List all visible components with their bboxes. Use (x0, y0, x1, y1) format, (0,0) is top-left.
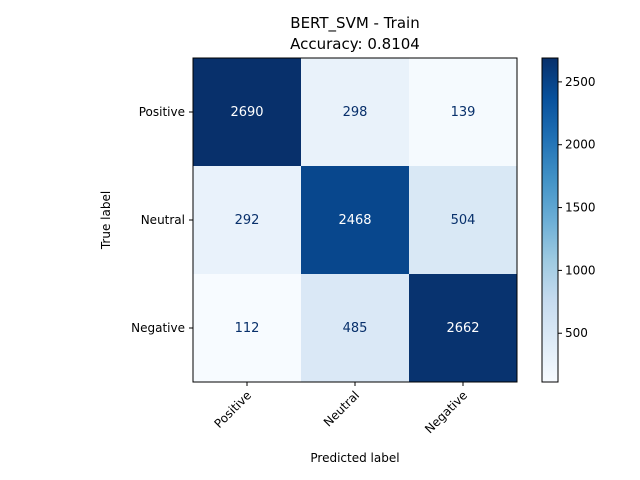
heatmap-cell (409, 274, 518, 383)
colorbar-tick-label: 2000 (565, 138, 596, 152)
colorbar-ticks: 500 1000 1500 2000 2500 (558, 75, 596, 340)
colorbar-tick-label: 2500 (565, 75, 596, 89)
cell-value-label: 2468 (338, 213, 371, 228)
heatmap-cell (193, 58, 302, 167)
chart-subtitle: Accuracy: 0.8104 (290, 35, 420, 53)
y-tick-label: Positive (139, 105, 185, 119)
heatmap-cell (301, 274, 410, 383)
x-tick-label: Neutral (321, 388, 362, 429)
colorbar-tick-label: 1500 (565, 201, 596, 215)
x-axis-label: Predicted label (310, 451, 399, 465)
colorbar (541, 57, 559, 383)
cell-value-label: 2690 (230, 105, 263, 120)
colorbar-tick-label: 1000 (565, 263, 596, 277)
heatmap-cell (193, 166, 302, 275)
cell-value-label: 139 (451, 105, 476, 120)
heatmap-cell (301, 58, 410, 167)
chart-title: BERT_SVM - Train (290, 14, 419, 33)
y-tick-label: Negative (131, 321, 185, 335)
x-axis-ticks: Positive Neutral Negative (212, 382, 470, 436)
heatmap-cells: 2690 298 139 292 2468 504 112 485 2662 (193, 58, 518, 383)
cell-value-label: 298 (343, 105, 368, 120)
cell-value-label: 292 (235, 213, 260, 228)
heatmap-cell (409, 58, 518, 167)
heatmap-cell (193, 274, 302, 383)
cell-value-label: 112 (235, 321, 260, 336)
cell-value-label: 504 (451, 213, 476, 228)
colorbar-tick-label: 500 (565, 326, 588, 340)
heatmap-cell (409, 166, 518, 275)
y-axis-label: True label (99, 191, 113, 250)
cell-value-label: 2662 (446, 321, 479, 336)
x-tick-label: Negative (422, 388, 470, 436)
y-axis-ticks: Positive Neutral Negative (131, 105, 193, 335)
cell-value-label: 485 (343, 321, 368, 336)
heatmap-cell (301, 166, 410, 275)
x-tick-label: Positive (212, 388, 255, 431)
y-tick-label: Neutral (141, 213, 185, 227)
